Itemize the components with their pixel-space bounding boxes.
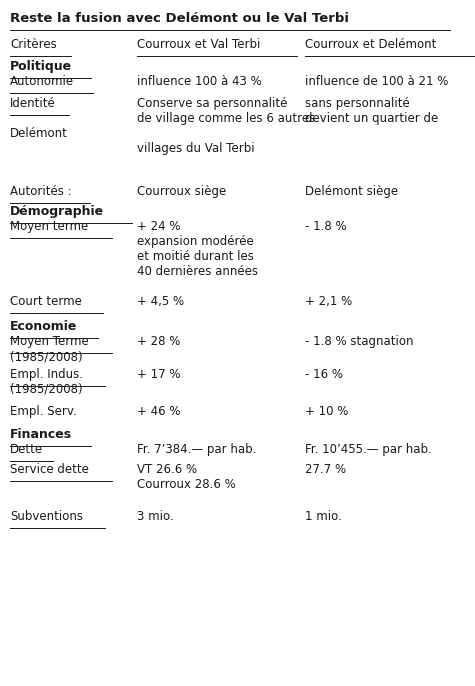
Text: + 2,1 %: + 2,1 %	[305, 295, 352, 308]
Text: de village comme les 6 autres: de village comme les 6 autres	[137, 112, 315, 125]
Text: sans personnalité: sans personnalité	[305, 97, 410, 110]
Text: Moyen terme: Moyen terme	[10, 220, 88, 233]
Text: Courroux 28.6 %: Courroux 28.6 %	[137, 478, 236, 491]
Text: Courroux et Val Terbi: Courroux et Val Terbi	[137, 38, 260, 51]
Text: Fr. 7’384.— par hab.: Fr. 7’384.— par hab.	[137, 443, 256, 456]
Text: Moyen Terme: Moyen Terme	[10, 335, 89, 348]
Text: + 10 %: + 10 %	[305, 405, 348, 418]
Text: Reste la fusion avec Delémont ou le Val Terbi: Reste la fusion avec Delémont ou le Val …	[10, 12, 349, 25]
Text: VT 26.6 %: VT 26.6 %	[137, 463, 197, 476]
Text: Autorités :: Autorités :	[10, 185, 72, 198]
Text: Identité: Identité	[10, 97, 56, 110]
Text: 40 dernières années: 40 dernières années	[137, 265, 258, 278]
Text: influence 100 à 43 %: influence 100 à 43 %	[137, 75, 262, 88]
Text: Economie: Economie	[10, 320, 77, 333]
Text: Politique: Politique	[10, 60, 72, 73]
Text: - 1.8 %: - 1.8 %	[305, 220, 347, 233]
Text: Courroux et Delémont: Courroux et Delémont	[305, 38, 437, 51]
Text: influence de 100 à 21 %: influence de 100 à 21 %	[305, 75, 448, 88]
Text: + 28 %: + 28 %	[137, 335, 180, 348]
Text: Courroux siège: Courroux siège	[137, 185, 226, 198]
Text: Démographie: Démographie	[10, 205, 104, 218]
Text: Dette: Dette	[10, 443, 43, 456]
Text: Conserve sa personnalité: Conserve sa personnalité	[137, 97, 287, 110]
Text: - 16 %: - 16 %	[305, 368, 343, 381]
Text: Delémont: Delémont	[10, 127, 68, 140]
Text: + 24 %: + 24 %	[137, 220, 180, 233]
Text: Autonomie: Autonomie	[10, 75, 74, 88]
Text: devient un quartier de: devient un quartier de	[305, 112, 438, 125]
Text: - 1.8 % stagnation: - 1.8 % stagnation	[305, 335, 414, 348]
Text: + 46 %: + 46 %	[137, 405, 180, 418]
Text: (1985/2008): (1985/2008)	[10, 350, 83, 363]
Text: 27.7 %: 27.7 %	[305, 463, 346, 476]
Text: (1985/2008): (1985/2008)	[10, 383, 83, 396]
Text: Empl. Serv.: Empl. Serv.	[10, 405, 77, 418]
Text: Critères: Critères	[10, 38, 57, 51]
Text: expansion modérée: expansion modérée	[137, 235, 254, 248]
Text: 1 mio.: 1 mio.	[305, 510, 342, 523]
Text: Empl. Indus.: Empl. Indus.	[10, 368, 83, 381]
Text: et moitié durant les: et moitié durant les	[137, 250, 254, 263]
Text: Fr. 10’455.— par hab.: Fr. 10’455.— par hab.	[305, 443, 432, 456]
Text: + 17 %: + 17 %	[137, 368, 180, 381]
Text: Court terme: Court terme	[10, 295, 82, 308]
Text: Subventions: Subventions	[10, 510, 83, 523]
Text: villages du Val Terbi: villages du Val Terbi	[137, 142, 255, 155]
Text: Delémont siège: Delémont siège	[305, 185, 398, 198]
Text: 3 mio.: 3 mio.	[137, 510, 174, 523]
Text: Finances: Finances	[10, 428, 72, 441]
Text: Service dette: Service dette	[10, 463, 89, 476]
Text: + 4,5 %: + 4,5 %	[137, 295, 184, 308]
